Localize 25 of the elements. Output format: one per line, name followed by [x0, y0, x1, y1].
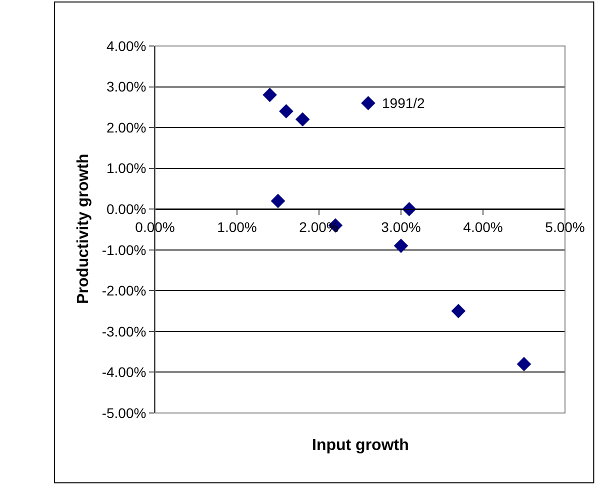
- y-axis-title: Productivity growth: [75, 154, 92, 304]
- point: [451, 304, 466, 318]
- y-tick-label: 1.00%: [106, 160, 146, 176]
- point: [279, 104, 294, 118]
- point: [262, 88, 277, 102]
- point: [361, 96, 376, 110]
- point: [394, 238, 408, 253]
- x-tick-label: 4.00%: [463, 218, 503, 235]
- y-tick-label: 3.00%: [106, 78, 146, 95]
- annotation: 1991/2: [382, 95, 426, 111]
- point: [516, 356, 532, 372]
- y-tick-label: -3.00%: [102, 323, 146, 340]
- y-tick-label: 4.00%: [106, 38, 146, 54]
- x-tick-label: 3.00%: [381, 218, 421, 235]
- x-tick-label: 1.00%: [217, 218, 257, 235]
- y-tick-label: 0.00%: [106, 201, 146, 218]
- y-tick-label: -1.00%: [102, 242, 146, 258]
- x-tick-label: 5.00%: [545, 218, 585, 235]
- y-tick-label: -5.00%: [102, 404, 146, 421]
- point: [295, 112, 310, 127]
- y-tick-label: -2.00%: [102, 282, 146, 299]
- y-tick-label: 2.00%: [106, 119, 146, 136]
- point: [270, 194, 286, 208]
- y-tick-label: -4.00%: [102, 364, 146, 380]
- x-axis-title: Input growth: [312, 437, 409, 454]
